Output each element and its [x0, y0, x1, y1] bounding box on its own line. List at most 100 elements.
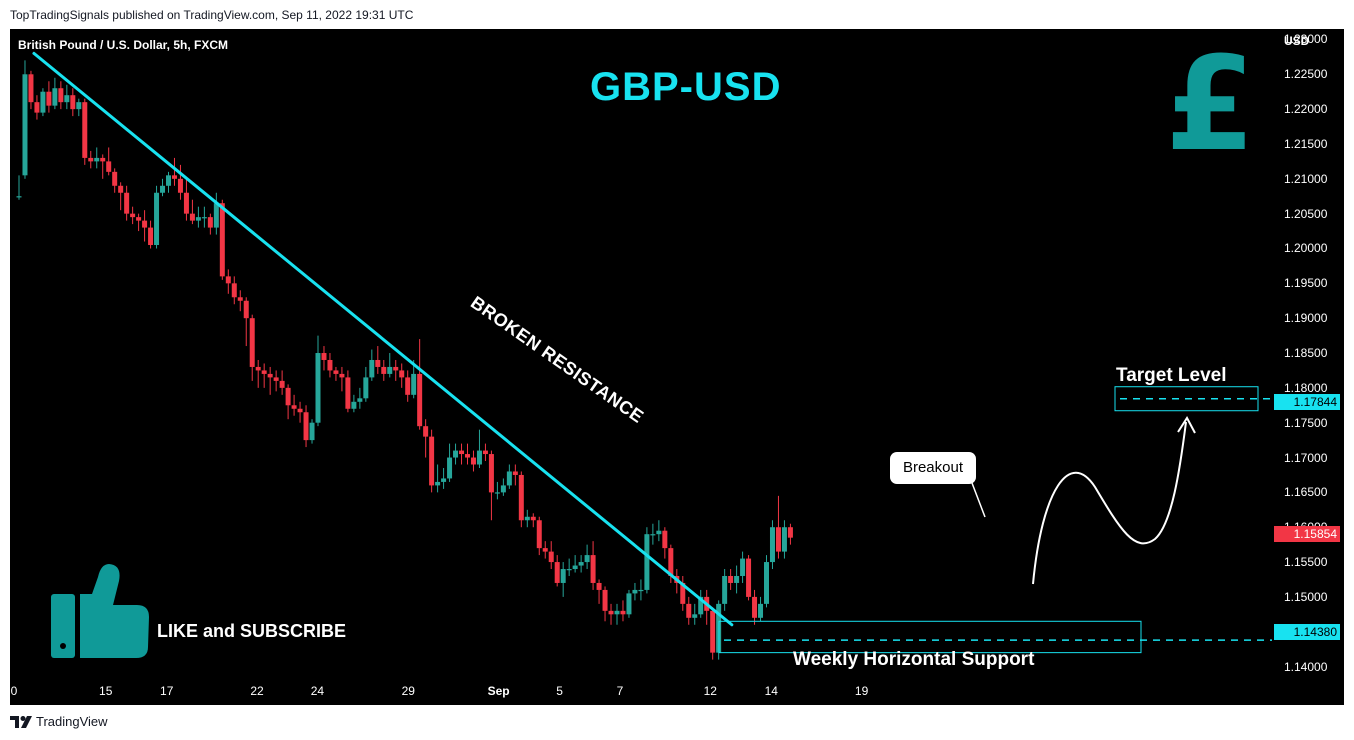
candle[interactable]: [28, 74, 34, 103]
candle[interactable]: [620, 610, 626, 615]
candle[interactable]: [698, 596, 704, 615]
candle[interactable]: [183, 192, 189, 214]
candle[interactable]: [16, 196, 22, 198]
candle[interactable]: [692, 614, 698, 618]
candle[interactable]: [58, 88, 64, 103]
candle[interactable]: [656, 530, 662, 535]
candle[interactable]: [106, 161, 112, 172]
candle[interactable]: [369, 359, 375, 378]
candle[interactable]: [201, 217, 207, 219]
candle[interactable]: [40, 91, 46, 113]
candle[interactable]: [429, 436, 435, 486]
candle[interactable]: [171, 175, 177, 179]
candle[interactable]: [482, 450, 488, 455]
candle[interactable]: [453, 450, 459, 458]
candle[interactable]: [734, 575, 740, 583]
candle[interactable]: [393, 366, 399, 371]
chart-canvas[interactable]: [10, 29, 1344, 705]
candle[interactable]: [189, 213, 195, 221]
candle[interactable]: [566, 569, 572, 571]
candle[interactable]: [142, 220, 148, 228]
candle[interactable]: [345, 377, 351, 409]
candle[interactable]: [500, 485, 506, 493]
candle[interactable]: [357, 398, 363, 402]
candle[interactable]: [423, 426, 429, 437]
candle[interactable]: [231, 283, 237, 298]
candle[interactable]: [740, 558, 746, 576]
candle[interactable]: [686, 603, 692, 618]
candle[interactable]: [399, 370, 405, 378]
candle[interactable]: [130, 213, 136, 218]
candle[interactable]: [237, 297, 243, 301]
candle[interactable]: [303, 412, 309, 441]
candle[interactable]: [333, 370, 339, 374]
candle[interactable]: [614, 610, 620, 615]
candle[interactable]: [524, 516, 530, 521]
candle[interactable]: [154, 192, 160, 246]
candle[interactable]: [435, 481, 441, 486]
candle[interactable]: [285, 387, 291, 406]
candle[interactable]: [118, 185, 124, 193]
candle[interactable]: [417, 373, 423, 427]
candle[interactable]: [207, 217, 213, 228]
candle[interactable]: [465, 454, 470, 458]
candle[interactable]: [82, 102, 88, 158]
candle[interactable]: [249, 318, 255, 367]
candle[interactable]: [680, 582, 686, 604]
candle[interactable]: [441, 478, 447, 482]
candle[interactable]: [160, 185, 166, 193]
candle[interactable]: [327, 359, 333, 371]
candle[interactable]: [88, 157, 94, 162]
candle[interactable]: [728, 575, 734, 583]
candle[interactable]: [764, 562, 769, 604]
candle[interactable]: [94, 157, 100, 162]
candle[interactable]: [405, 377, 411, 395]
candle[interactable]: [781, 527, 787, 552]
candle[interactable]: [769, 527, 775, 563]
candle[interactable]: [632, 589, 638, 594]
candle[interactable]: [746, 558, 752, 597]
candle[interactable]: [447, 457, 453, 479]
candle[interactable]: [279, 380, 285, 388]
candle[interactable]: [596, 582, 602, 590]
candle[interactable]: [752, 596, 758, 618]
candle[interactable]: [644, 534, 650, 590]
candle[interactable]: [488, 454, 494, 493]
candle[interactable]: [255, 366, 261, 371]
candle[interactable]: [476, 450, 482, 465]
candle[interactable]: [291, 405, 297, 409]
candle[interactable]: [100, 157, 106, 162]
candle[interactable]: [34, 102, 40, 113]
candle[interactable]: [650, 534, 656, 536]
candle[interactable]: [136, 217, 142, 221]
candle[interactable]: [261, 370, 267, 374]
candle[interactable]: [638, 589, 644, 592]
candle[interactable]: [297, 408, 303, 413]
candle[interactable]: [219, 203, 225, 277]
candle[interactable]: [602, 589, 608, 611]
candle[interactable]: [339, 373, 345, 378]
candle[interactable]: [351, 401, 357, 409]
chart-pane[interactable]: British Pound / U.S. Dollar, 5h, FXCM US…: [10, 29, 1344, 705]
candle[interactable]: [124, 192, 130, 214]
candle[interactable]: [243, 300, 249, 319]
candle[interactable]: [148, 227, 154, 246]
footer[interactable]: TradingView: [10, 714, 108, 729]
candle[interactable]: [387, 366, 393, 374]
candle[interactable]: [177, 178, 183, 193]
candle[interactable]: [76, 102, 82, 110]
candle[interactable]: [710, 610, 716, 653]
candle[interactable]: [273, 377, 279, 381]
candle[interactable]: [572, 565, 578, 570]
candle[interactable]: [668, 548, 674, 576]
candle[interactable]: [309, 422, 315, 441]
candle[interactable]: [554, 562, 560, 583]
candle[interactable]: [758, 603, 764, 618]
candle[interactable]: [548, 551, 554, 563]
candle[interactable]: [536, 520, 542, 549]
candle[interactable]: [363, 377, 369, 399]
candle[interactable]: [225, 276, 231, 284]
candle[interactable]: [560, 569, 566, 583]
candle[interactable]: [722, 575, 728, 604]
candle[interactable]: [775, 527, 781, 552]
